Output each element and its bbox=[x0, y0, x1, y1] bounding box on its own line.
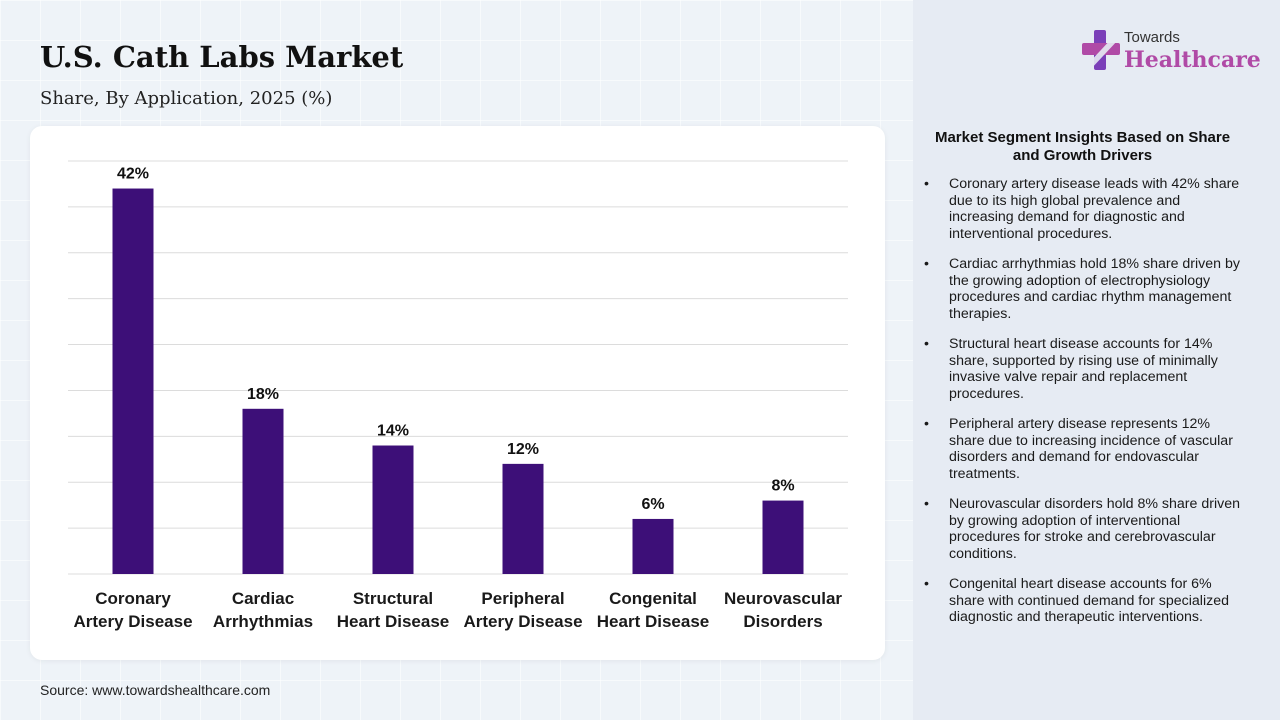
source-note: Source: www.towardshealthcare.com bbox=[40, 682, 271, 698]
x-tick-label: Disorders bbox=[743, 612, 822, 631]
data-label: 18% bbox=[247, 386, 279, 403]
insights-list: • Coronary artery disease leads with 42% … bbox=[922, 176, 1244, 640]
x-tick-label: Heart Disease bbox=[597, 612, 709, 631]
x-tick-label: Neurovascular bbox=[724, 589, 842, 608]
bar-chart: 42% Coronary Artery Disease 18% Cardiac Arrhy… bbox=[68, 160, 848, 631]
x-tick-label: Artery Disease bbox=[463, 612, 582, 631]
data-label: 8% bbox=[771, 478, 794, 495]
page-subtitle: Share, By Application, 2025 (%) bbox=[40, 88, 333, 109]
insight-item: • Structural heart disease accounts for 1… bbox=[922, 336, 1244, 402]
bar bbox=[372, 445, 414, 574]
logo-text-towards: Towards bbox=[1124, 29, 1180, 46]
insights-panel bbox=[913, 0, 1280, 720]
insight-text: Peripheral artery disease represents 12%… bbox=[949, 416, 1233, 482]
bar bbox=[502, 463, 544, 574]
brand-logo: Towards Healthcare bbox=[1080, 28, 1261, 78]
insight-item: • Neurovascular disorders hold 8% share d… bbox=[922, 496, 1244, 562]
insight-item: • Peripheral artery disease represents 12… bbox=[922, 416, 1244, 482]
x-tick-label: Structural bbox=[353, 589, 433, 608]
x-tick-label: Coronary bbox=[95, 589, 171, 608]
insight-text: Cardiac arrhythmias hold 18% share drive… bbox=[949, 256, 1240, 322]
data-label: 42% bbox=[117, 166, 149, 183]
medical-cross-icon bbox=[1082, 30, 1120, 70]
insight-text: Structural heart disease accounts for 14… bbox=[949, 336, 1218, 402]
bar bbox=[112, 188, 154, 574]
x-tick-label: Peripheral bbox=[481, 589, 564, 608]
data-label: 14% bbox=[377, 423, 409, 440]
insights-title: Market Segment Insights Based on Share a… bbox=[934, 129, 1231, 164]
bullet-icon: • bbox=[924, 256, 929, 272]
bullet-icon: • bbox=[924, 416, 929, 432]
bar bbox=[632, 518, 674, 574]
insight-item: • Cardiac arrhythmias hold 18% share driv… bbox=[922, 256, 1244, 322]
data-label: 12% bbox=[507, 441, 539, 458]
insight-item: • Coronary artery disease leads with 42% … bbox=[922, 176, 1244, 242]
x-tick-label: Congenital bbox=[609, 589, 697, 608]
insight-text: Neurovascular disorders hold 8% share dr… bbox=[949, 496, 1240, 562]
bullet-icon: • bbox=[924, 576, 929, 592]
insight-item: • Congenital heart disease accounts for 6… bbox=[922, 576, 1244, 626]
insight-text: Congenital heart disease accounts for 6%… bbox=[949, 576, 1229, 625]
data-label: 6% bbox=[641, 496, 664, 513]
chart-card: 42% Coronary Artery Disease 18% Cardiac Arrhy… bbox=[30, 126, 885, 660]
insight-text: Coronary artery disease leads with 42% s… bbox=[949, 176, 1240, 242]
bullet-icon: • bbox=[924, 176, 929, 192]
x-tick-label: Artery Disease bbox=[73, 612, 192, 631]
x-tick-label: Cardiac bbox=[232, 589, 294, 608]
x-tick-label: Heart Disease bbox=[337, 612, 449, 631]
bullet-icon: • bbox=[924, 336, 929, 352]
bullet-icon: • bbox=[924, 496, 929, 512]
page-title: U.S. Cath Labs Market bbox=[40, 40, 404, 74]
x-tick-label: Arrhythmias bbox=[213, 612, 313, 631]
bar bbox=[762, 500, 804, 574]
bar bbox=[242, 408, 284, 574]
logo-text-healthcare: Healthcare bbox=[1124, 47, 1261, 73]
